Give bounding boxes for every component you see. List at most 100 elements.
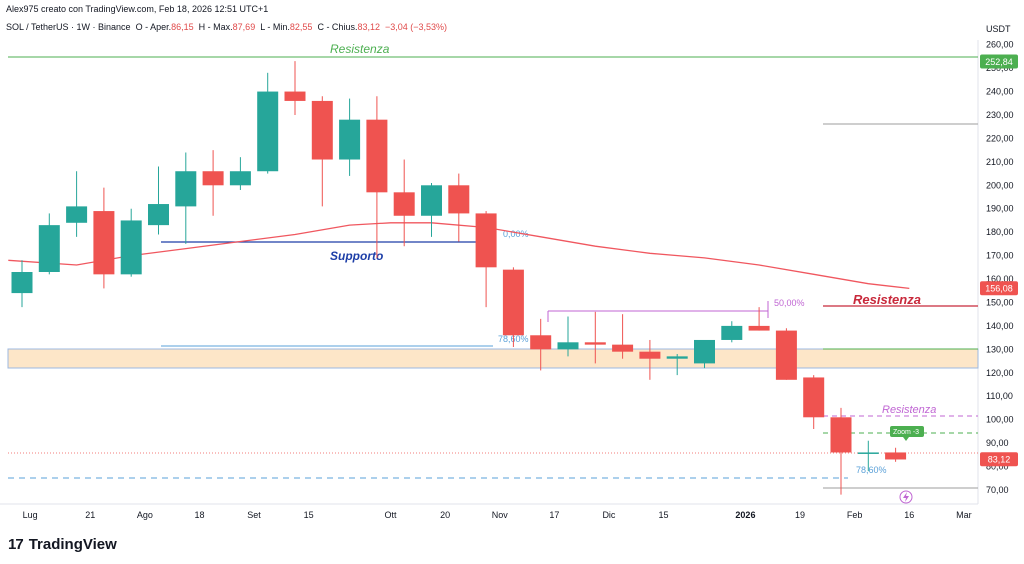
candle[interactable] xyxy=(803,375,825,430)
candle-body xyxy=(721,325,743,340)
y-tick-label: 130,00 xyxy=(986,344,1014,354)
candle[interactable] xyxy=(421,182,442,237)
candle-body xyxy=(584,342,606,345)
candle[interactable] xyxy=(885,447,907,462)
candle-body xyxy=(421,185,442,216)
x-tick-label: 18 xyxy=(194,510,204,520)
candle-body xyxy=(311,100,333,160)
x-tick-label: Set xyxy=(247,510,261,520)
x-tick-label: 2026 xyxy=(735,510,755,520)
candle[interactable] xyxy=(257,72,279,174)
x-tick-label: 15 xyxy=(304,510,314,520)
candle[interactable] xyxy=(38,213,60,275)
candle[interactable] xyxy=(775,328,797,380)
support-zone xyxy=(7,348,979,369)
tradingview-logo[interactable]: 17 TradingView xyxy=(8,536,117,553)
candle[interactable] xyxy=(639,339,661,380)
fib-label-786-low: 78,60% xyxy=(856,465,887,475)
candle[interactable] xyxy=(694,339,715,369)
candle[interactable] xyxy=(66,171,88,237)
candle[interactable] xyxy=(721,321,743,343)
candle[interactable] xyxy=(339,98,361,176)
x-tick-label: 17 xyxy=(549,510,559,520)
candle[interactable] xyxy=(584,311,606,364)
candle-body xyxy=(66,206,88,223)
high-value: 87,69 xyxy=(232,22,256,32)
candle-body xyxy=(202,171,224,186)
y-tick-label: 210,00 xyxy=(986,157,1014,167)
candle-body xyxy=(175,171,197,207)
candle[interactable] xyxy=(557,316,579,357)
candle[interactable] xyxy=(830,407,852,495)
candle-body xyxy=(448,185,470,214)
y-tick-label: 100,00 xyxy=(986,415,1014,425)
candle[interactable] xyxy=(393,159,415,247)
x-tick-label: 21 xyxy=(85,510,95,520)
candle[interactable] xyxy=(311,96,333,207)
open-value: 86,15 xyxy=(171,22,194,32)
candle[interactable] xyxy=(475,211,497,308)
zoom-badge-text: Zoom -3 xyxy=(893,429,919,436)
x-tick-label: Dic xyxy=(602,510,615,520)
annotation-resistance-red: Resistenza xyxy=(853,292,921,307)
y-tick-label: 200,00 xyxy=(986,180,1014,190)
lightning-bolt-icon xyxy=(903,492,909,502)
candle[interactable] xyxy=(175,152,197,244)
y-tick-label: 170,00 xyxy=(986,251,1014,261)
candle-body xyxy=(639,351,661,359)
price-axis[interactable]: 70,00 80,00 90,00 100,00 110,00 120,00 130,00 1… xyxy=(986,40,1014,495)
candles-layer xyxy=(11,61,907,495)
candle[interactable] xyxy=(857,440,879,472)
price-label-box xyxy=(980,54,1018,69)
candle-body xyxy=(366,119,388,193)
zoom-badge-pointer xyxy=(903,437,909,441)
candle[interactable] xyxy=(11,260,33,308)
y-tick-label: 240,00 xyxy=(986,87,1014,97)
candle-body xyxy=(830,417,852,453)
fib-label-50: 50,00% xyxy=(774,298,805,308)
y-tick-label: 110,00 xyxy=(986,391,1013,401)
y-tick-label: 120,00 xyxy=(986,368,1014,378)
price-label-box xyxy=(980,281,1018,296)
candle-body xyxy=(557,342,579,350)
candle[interactable] xyxy=(366,96,388,258)
lightning-icon[interactable] xyxy=(899,490,913,504)
candle[interactable] xyxy=(202,150,224,216)
candle-body xyxy=(694,339,715,364)
x-tick-label: Ago xyxy=(137,510,153,520)
y-tick-label: 90,00 xyxy=(986,438,1009,448)
fib-label-0: 0,00% xyxy=(503,229,529,239)
annotation-resistance-purple: Resistenza xyxy=(882,404,936,416)
candle[interactable] xyxy=(612,314,634,359)
y-tick-label: 80,00 xyxy=(986,462,1009,472)
time-axis[interactable]: Lug 21 Ago 18 Set 15 Ott 20 Nov 17 Dic 15 2026 19 Feb 1… xyxy=(23,510,972,520)
symbol-ohlc-line: SOL / TetherUS · 1W · Binance O - Aper.8… xyxy=(6,22,447,32)
candle[interactable] xyxy=(93,187,115,289)
candle[interactable] xyxy=(502,267,524,347)
x-tick-label: 16 xyxy=(904,510,914,520)
price-label-text: 252,84 xyxy=(985,57,1013,67)
candle[interactable] xyxy=(748,307,770,331)
candle[interactable] xyxy=(148,166,169,235)
candle-body xyxy=(38,225,60,272)
candle[interactable] xyxy=(666,354,688,376)
symbol-name[interactable]: SOL / TetherUS · 1W · Binance xyxy=(6,22,131,32)
close-label: C - Chius. xyxy=(317,22,358,32)
annotation-resistance-green: Resistenza xyxy=(330,42,390,56)
candle[interactable] xyxy=(530,318,552,371)
y-tick-label: 220,00 xyxy=(986,133,1014,143)
change-value: −3,04 (−3,53%) xyxy=(385,22,448,32)
candle[interactable] xyxy=(448,173,470,242)
open-label: O - Aper. xyxy=(135,22,172,32)
candle-body xyxy=(803,377,825,418)
candle[interactable] xyxy=(229,157,251,190)
low-value: 82,55 xyxy=(289,22,313,32)
candle[interactable] xyxy=(120,208,142,277)
y-tick-label: 190,00 xyxy=(986,204,1014,214)
candle-body xyxy=(775,330,797,380)
candle[interactable] xyxy=(284,61,306,115)
x-tick-label: Lug xyxy=(23,510,38,520)
candle-body xyxy=(502,269,524,336)
zoom-badge[interactable] xyxy=(890,426,924,437)
